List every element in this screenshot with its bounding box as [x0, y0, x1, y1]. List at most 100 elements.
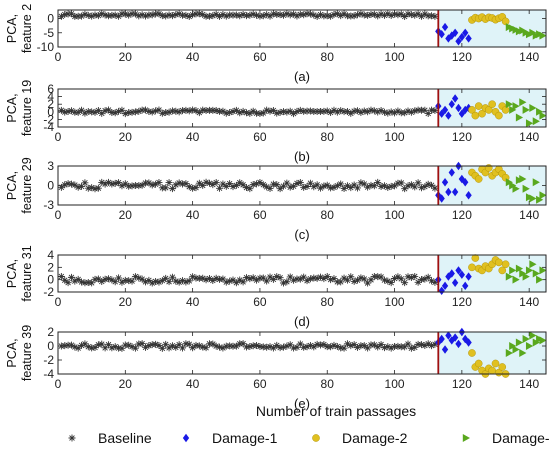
data-point-baseline [91, 108, 99, 116]
data-point-damage-1 [458, 109, 466, 118]
data-point-baseline [128, 343, 136, 351]
data-point-baseline [249, 274, 257, 282]
data-point-baseline [219, 180, 227, 188]
data-point-baseline [269, 344, 277, 352]
data-point-baseline [364, 344, 372, 352]
data-point-baseline [266, 343, 274, 351]
data-point-baseline [67, 107, 75, 115]
data-point-damage-3 [509, 266, 517, 275]
data-point-baseline [431, 107, 439, 115]
data-point-baseline [421, 342, 429, 350]
data-point-baseline [404, 182, 412, 190]
data-point-baseline [142, 343, 150, 351]
data-point-baseline [118, 344, 126, 352]
data-point-baseline [104, 106, 112, 114]
data-point-baseline [94, 275, 102, 283]
legend-item-damage-3: Damage-3 [462, 430, 550, 446]
data-point-baseline [259, 12, 267, 20]
data-point-baseline [64, 108, 72, 116]
data-point-baseline [182, 278, 190, 286]
series-damage-1 [435, 94, 472, 120]
data-point-baseline [71, 343, 79, 351]
data-point-baseline [61, 181, 69, 189]
data-point-baseline [239, 107, 247, 115]
data-point-baseline [306, 10, 314, 18]
data-point-baseline [179, 277, 187, 285]
data-point-baseline [148, 279, 156, 287]
data-point-baseline [306, 275, 314, 283]
data-point-baseline [168, 12, 176, 20]
data-point-baseline [296, 340, 304, 348]
x-tick-label: 140 [519, 208, 539, 222]
data-point-baseline [320, 340, 328, 348]
data-point-baseline [286, 11, 294, 19]
data-point-baseline [421, 183, 429, 191]
data-point-baseline [337, 12, 345, 20]
y-axis-label-line: PCA, [5, 171, 19, 200]
data-point-baseline [273, 341, 281, 349]
data-point-baseline [347, 273, 355, 281]
data-point-damage-1 [448, 269, 455, 278]
data-point-baseline [327, 109, 335, 117]
y-tick-label: -5 [43, 26, 54, 40]
x-tick-label: 140 [519, 295, 539, 309]
data-point-damage-3 [512, 275, 520, 284]
data-point-damage-1 [445, 187, 452, 197]
data-point-baseline [424, 340, 432, 348]
data-point-baseline [279, 279, 287, 287]
data-point-baseline [242, 184, 250, 192]
data-point-damage-1 [455, 266, 462, 275]
data-point-baseline [239, 340, 247, 348]
x-tick-label: 40 [186, 130, 200, 144]
series-baseline [57, 10, 439, 20]
data-point-baseline [232, 279, 240, 287]
data-point-baseline [414, 179, 422, 187]
x-tick-label: 120 [452, 208, 472, 222]
data-point-baseline [162, 12, 170, 20]
legend-marker [68, 434, 76, 442]
data-point-baseline [397, 275, 405, 283]
data-point-baseline [296, 275, 304, 283]
x-tick-label: 100 [385, 295, 405, 309]
data-point-baseline [101, 107, 109, 115]
data-point-baseline [269, 107, 277, 115]
data-point-baseline [162, 340, 170, 348]
data-point-baseline [263, 277, 271, 285]
data-point-baseline [135, 107, 143, 115]
series-damage-3 [505, 23, 547, 40]
x-tick-label: 20 [119, 50, 133, 64]
data-point-baseline [283, 179, 291, 187]
data-point-damage-3 [529, 194, 537, 203]
data-point-baseline [407, 108, 415, 116]
data-point-baseline [216, 343, 224, 351]
data-point-baseline [374, 343, 382, 351]
data-point-baseline [219, 275, 227, 283]
x-tick-label: 40 [186, 50, 200, 64]
data-point-baseline [290, 276, 298, 284]
data-point-baseline [384, 183, 392, 191]
data-point-baseline [330, 183, 338, 191]
data-point-baseline [279, 108, 287, 116]
data-point-baseline [350, 181, 358, 189]
data-point-baseline [276, 185, 284, 193]
data-point-baseline [212, 178, 220, 186]
y-tick-label: 3 [47, 159, 54, 173]
data-point-baseline [115, 12, 123, 20]
data-point-baseline [131, 344, 139, 352]
data-point-baseline [266, 184, 274, 192]
data-point-baseline [370, 107, 378, 115]
y-tick-label: 0 [47, 339, 54, 353]
plot-frame [57, 88, 547, 128]
data-point-baseline [350, 12, 358, 20]
data-point-baseline [148, 11, 156, 19]
series-baseline [57, 340, 439, 352]
data-point-damage-1 [451, 28, 459, 37]
data-point-baseline [138, 275, 146, 283]
data-point-baseline [108, 180, 116, 188]
data-point-baseline [162, 184, 170, 192]
data-point-baseline [61, 11, 69, 19]
